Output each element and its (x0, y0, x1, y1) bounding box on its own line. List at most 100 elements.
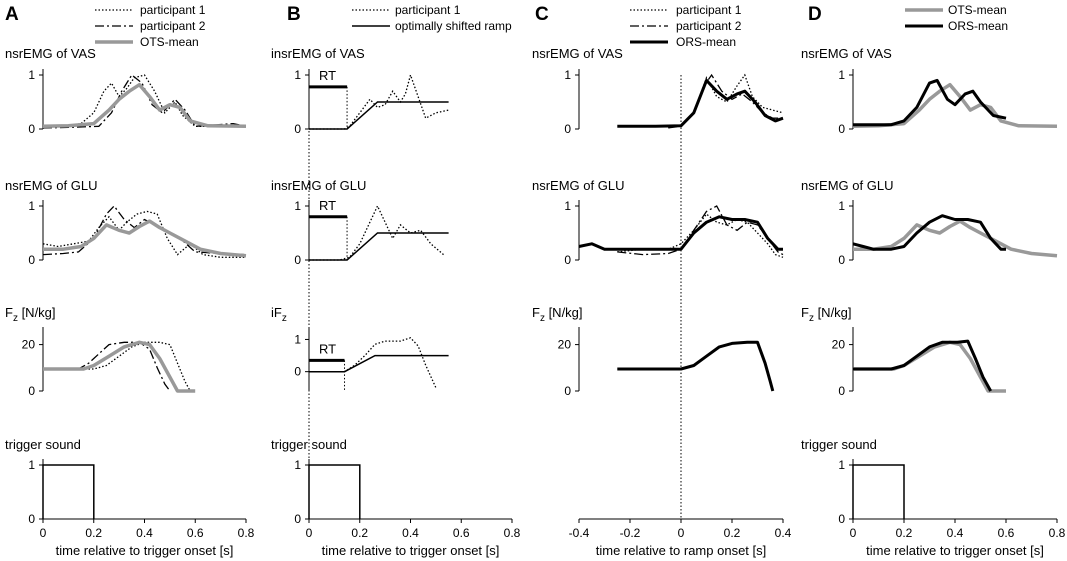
y-tick-label: 0 (28, 122, 35, 136)
row-label: trigger sound (271, 437, 347, 452)
y-tick-label: 1 (564, 68, 571, 82)
series-line (617, 78, 784, 128)
x-tick-label: 0.4 (775, 526, 792, 540)
series-line (617, 213, 784, 258)
subplot: insrEMG of VAS 1 0 RT (271, 46, 449, 136)
series-line (42, 82, 247, 129)
x-tick-label: 0 (40, 526, 47, 540)
subplot: nsrEMG of VAS 1 0 (5, 46, 247, 136)
y-tick-label: 0 (838, 384, 845, 398)
subplot: trigger sound 1 0 (5, 437, 95, 526)
subplot: nsrEMG of GLU 1 0 (801, 178, 1058, 267)
row-label: Fz [N/kg] (801, 305, 852, 324)
series-line (617, 340, 775, 392)
series-line (42, 74, 247, 129)
x-tick-label: 0 (678, 526, 685, 540)
x-axis-label: time relative to trigger onset [s] (322, 543, 500, 558)
row-label: Fz [N/kg] (5, 305, 56, 324)
subplot: nsrEMG of VAS 1 0 (801, 46, 1058, 136)
x-tick-label: 0.2 (896, 526, 913, 540)
row-label: nsrEMG of VAS (5, 46, 96, 61)
series-line (309, 72, 449, 130)
subplot: trigger sound 1 0 (271, 437, 361, 526)
legend-label: ORS-mean (948, 19, 1008, 33)
legend-label: optimally shifted ramp (395, 19, 512, 33)
subplot: Fz [N/kg] 20 0 (801, 305, 1006, 398)
legend-label: participant 2 (676, 19, 742, 33)
series-line (578, 215, 783, 251)
x-tick-label: 0.2 (724, 526, 741, 540)
series-line (309, 101, 449, 130)
subplot: Fz [N/kg] 20 0 (532, 305, 775, 398)
y-tick-label: 1 (28, 199, 35, 213)
subplot: nsrEMG of VAS 1 0 (532, 46, 784, 136)
subplot: nsrEMG of GLU 1 0 (532, 178, 784, 267)
panel-letter: D (808, 4, 822, 25)
row-label: trigger sound (801, 437, 877, 452)
series-line (42, 210, 246, 258)
y-tick-label: 0 (564, 253, 571, 267)
series-line (617, 205, 784, 256)
x-tick-label: 0 (306, 526, 313, 540)
series-line (852, 464, 905, 519)
row-label: nsrEMG of VAS (801, 46, 892, 61)
x-tick-label: 0.8 (238, 526, 255, 540)
x-tick-label: 0.4 (136, 526, 153, 540)
x-axis-label: time relative to trigger onset [s] (866, 543, 1044, 558)
rt-label: RT (319, 198, 336, 213)
x-axis-label: time relative to ramp onset [s] (596, 543, 767, 558)
x-tick-label: 0.6 (187, 526, 204, 540)
series-line (43, 340, 196, 393)
series-line (853, 340, 1006, 393)
subplot: insrEMG of GLU 1 0 RT (271, 178, 449, 267)
rt-label: RT (319, 68, 336, 83)
y-tick-label: 0 (838, 253, 845, 267)
x-tick-label: 0.2 (351, 526, 368, 540)
y-tick-label: 1 (564, 199, 571, 213)
y-tick-label: 1 (28, 68, 35, 82)
subplot: trigger sound 1 0 (801, 437, 905, 526)
legend-label: participant 2 (140, 19, 206, 33)
series-line (668, 73, 784, 129)
legend-label: OTS-mean (140, 35, 199, 49)
y-tick-label: 0 (838, 122, 845, 136)
y-tick-label: 1 (838, 68, 845, 82)
y-tick-label: 0 (294, 122, 301, 136)
row-label: insrEMG of VAS (271, 46, 365, 61)
x-tick-label: 0.8 (1049, 526, 1066, 540)
y-tick-label: 0 (294, 253, 301, 267)
legend-label: participant 1 (140, 3, 206, 17)
y-tick-label: 0 (28, 384, 35, 398)
series-line (853, 78, 1007, 127)
row-label: nsrEMG of GLU (532, 178, 624, 193)
y-tick-label: 1 (28, 458, 35, 472)
row-label: iFz (271, 305, 287, 324)
y-tick-label: 20 (832, 338, 846, 352)
x-tick-label: 0 (850, 526, 857, 540)
series-line (42, 204, 247, 256)
panel-letter: A (5, 4, 19, 25)
legend-label: OTS-mean (948, 3, 1007, 17)
y-tick-label: 0 (294, 512, 301, 526)
x-tick-label: 0.6 (453, 526, 470, 540)
y-tick-label: 0 (294, 365, 301, 379)
series-line (853, 219, 1058, 258)
row-label: Fz [N/kg] (532, 305, 583, 324)
legend-label: participant 1 (395, 3, 461, 17)
y-tick-label: 1 (294, 332, 301, 346)
series-line (43, 74, 246, 127)
subplot: iFz 1 0 RT (271, 305, 449, 391)
y-tick-label: 1 (838, 458, 845, 472)
series-line (852, 214, 1006, 251)
y-tick-label: 20 (558, 338, 572, 352)
x-tick-label: 0.6 (998, 526, 1015, 540)
x-tick-label: -0.4 (569, 526, 590, 540)
y-tick-label: 1 (838, 199, 845, 213)
series-line (308, 464, 361, 519)
legend-label: ORS-mean (676, 35, 736, 49)
